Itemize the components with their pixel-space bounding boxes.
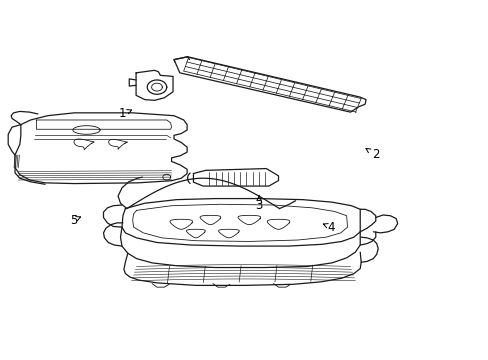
Text: 4: 4	[323, 221, 334, 234]
Text: 2: 2	[365, 148, 379, 162]
Text: 1: 1	[118, 107, 131, 120]
Text: 5: 5	[69, 213, 81, 226]
Text: 3: 3	[255, 196, 262, 212]
